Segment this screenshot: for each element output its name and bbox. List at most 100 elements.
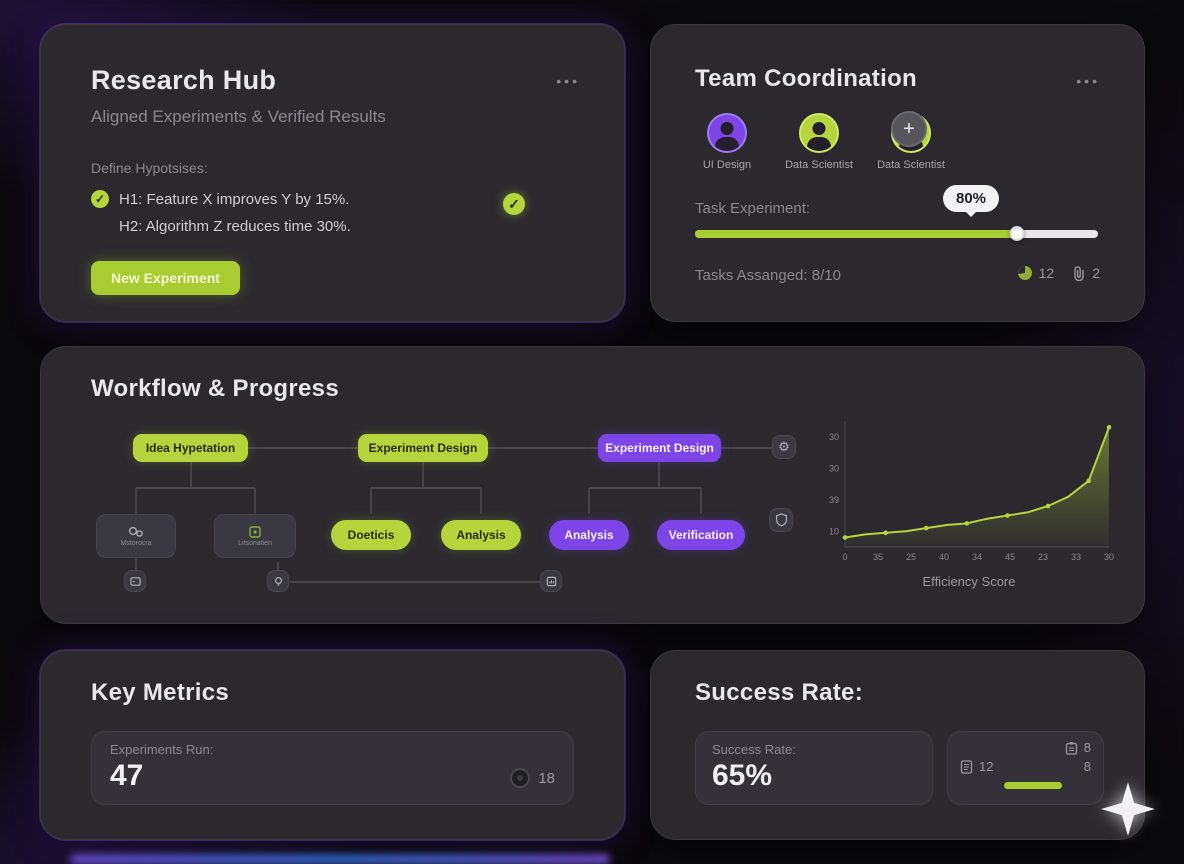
node-verification[interactable]: Verification bbox=[657, 520, 745, 550]
research-hub-title: Research Hub bbox=[91, 65, 277, 95]
svg-text:10: 10 bbox=[829, 526, 839, 536]
experiments-run-value: 47 bbox=[110, 759, 144, 792]
svg-text:40: 40 bbox=[939, 552, 949, 562]
svg-text:30: 30 bbox=[1104, 552, 1114, 562]
success-rate-title: Success Rate: bbox=[695, 679, 863, 706]
svg-text:33: 33 bbox=[1071, 552, 1081, 562]
tasks-assigned-label: Tasks Assanged: 8/10 bbox=[695, 267, 841, 284]
node-label: Litsonatien bbox=[238, 539, 272, 547]
hypothesis-1-text: H1: Feature X improves Y by 15%. bbox=[119, 190, 350, 208]
team-coordination-card: Team Coordination ••• UI Design Data Sci… bbox=[650, 24, 1145, 322]
doc-count: 12 bbox=[979, 759, 994, 774]
node-doeticis[interactable]: Doeticis bbox=[331, 520, 411, 550]
hypotheses-heading: Define Hypotsises: bbox=[91, 160, 208, 176]
sparkle-icon bbox=[1101, 782, 1155, 836]
add-member-button[interactable]: + bbox=[891, 111, 927, 147]
node-analysis-2[interactable]: Analysis bbox=[549, 520, 629, 550]
svg-text:34: 34 bbox=[972, 552, 982, 562]
team-menu-button[interactable]: ••• bbox=[1076, 73, 1100, 89]
attachment-stat: 2 bbox=[1072, 265, 1100, 281]
svg-text:23: 23 bbox=[1038, 552, 1048, 562]
workflow-title: Workflow & Progress bbox=[91, 375, 339, 402]
key-metrics-title: Key Metrics bbox=[91, 679, 230, 706]
node-experiment-design-2[interactable]: Experiment Design bbox=[598, 434, 721, 462]
research-menu-button[interactable]: ••• bbox=[556, 73, 580, 89]
clipboard-count: 8 bbox=[1083, 740, 1091, 755]
member-name: UI Design bbox=[702, 159, 752, 171]
workflow-diagram: Idea Hypetation Experiment Design Experi… bbox=[91, 422, 811, 607]
research-hub-card: Research Hub ••• Aligned Experiments & V… bbox=[40, 24, 625, 322]
verified-check-icon: ✓ bbox=[503, 193, 525, 215]
pie-chart-icon bbox=[1017, 266, 1032, 280]
storage-icon[interactable] bbox=[124, 570, 146, 592]
member-ui-design[interactable]: UI Design bbox=[695, 113, 759, 171]
new-experiment-button[interactable]: New Experiment bbox=[91, 261, 240, 295]
task-progress-fill bbox=[695, 230, 1018, 238]
document-icon bbox=[960, 759, 973, 774]
paperclip-icon bbox=[1074, 265, 1084, 281]
progress-tooltip: 80% bbox=[943, 185, 1000, 212]
clipboard-icon bbox=[1065, 741, 1077, 755]
gear-icon[interactable]: ⚙ bbox=[772, 435, 796, 459]
svg-text:30: 30 bbox=[829, 432, 839, 442]
shield-icon[interactable] bbox=[769, 508, 793, 532]
doc-stat: 12 8 bbox=[960, 759, 1091, 774]
check-icon: ✓ bbox=[91, 190, 109, 208]
idea-icon[interactable] bbox=[267, 570, 289, 592]
svg-text:39: 39 bbox=[829, 495, 839, 505]
clipboard-stat: 8 bbox=[960, 740, 1091, 755]
member-name: Data Scientist bbox=[877, 159, 945, 171]
success-rate-label: Success Rate: bbox=[712, 742, 796, 757]
node-label: Mstorocra bbox=[120, 539, 152, 547]
svg-text:25: 25 bbox=[906, 552, 916, 562]
node-analysis-1[interactable]: Analysis bbox=[441, 520, 521, 550]
task-progress-thumb[interactable] bbox=[1009, 226, 1025, 241]
metric-badge: 18 bbox=[510, 768, 555, 788]
success-rate-value: 65% bbox=[712, 759, 773, 792]
report-glyph bbox=[546, 576, 556, 586]
success-stats-panel: 8 12 8 bbox=[947, 731, 1104, 805]
efficiency-chart-svg: 30 30 39 10 0 35 25 40 34 45 23 33 30 bbox=[829, 421, 1114, 562]
report-icon[interactable] bbox=[540, 570, 562, 592]
node-gray-2[interactable]: Litsonatien bbox=[214, 514, 296, 558]
member-data-scientist-1[interactable]: Data Scientist bbox=[785, 113, 853, 171]
research-subtitle: Aligned Experiments & Verified Results bbox=[91, 107, 386, 126]
avatar bbox=[799, 113, 839, 153]
node-idea-hypetation[interactable]: Idea Hypetation bbox=[133, 434, 248, 462]
team-title: Team Coordination bbox=[695, 65, 917, 92]
svg-text:45: 45 bbox=[1005, 552, 1015, 562]
hypothesis-row-2: H2: Algorithm Z reduces time 30%. bbox=[119, 218, 351, 235]
node-gray-1[interactable]: Mstorocra bbox=[96, 514, 176, 558]
pie-stat: 12 bbox=[1017, 265, 1055, 281]
pie-count: 12 bbox=[1038, 265, 1055, 281]
key-metrics-card: Key Metrics Experiments Run: 47 18 bbox=[40, 650, 625, 840]
success-rate-panel: Success Rate: 65% bbox=[695, 731, 933, 805]
attachment-count: 2 bbox=[1092, 265, 1100, 281]
efficiency-chart: 30 30 39 10 0 35 25 40 34 45 23 33 30 Efficiency Sco… bbox=[819, 413, 1119, 591]
storage-glyph bbox=[129, 576, 141, 586]
task-experiment-label: Task Experiment: bbox=[695, 200, 811, 217]
gears-icon bbox=[128, 526, 143, 537]
member-name: Data Scientist bbox=[785, 159, 853, 171]
svg-text:35: 35 bbox=[873, 552, 883, 562]
team-stats: 12 2 bbox=[1017, 265, 1100, 281]
success-rate-card: Success Rate: Success Rate: 65% 8 bbox=[650, 650, 1145, 840]
experiments-run-label: Experiments Run: bbox=[110, 742, 214, 757]
secondary-count: 8 bbox=[1083, 759, 1091, 774]
badge-count: 18 bbox=[538, 769, 555, 787]
box-icon bbox=[249, 525, 261, 538]
task-progress-bar[interactable] bbox=[695, 226, 1098, 241]
node-experiment-design-1[interactable]: Experiment Design bbox=[358, 434, 488, 462]
donut-icon bbox=[510, 768, 531, 788]
flow-connectors bbox=[135, 447, 772, 583]
workflow-card: Workflow & Progress Idea Hypetation Expe… bbox=[40, 346, 1145, 624]
mini-progress-bar bbox=[1004, 782, 1062, 789]
experiments-panel: Experiments Run: 47 18 bbox=[91, 731, 574, 805]
bottom-glow-decoration bbox=[70, 854, 610, 864]
avatar bbox=[707, 113, 747, 153]
chart-title: Efficiency Score bbox=[922, 574, 1016, 589]
svg-text:30: 30 bbox=[829, 463, 839, 473]
hypothesis-row-1: ✓ H1: Feature X improves Y by 15%. bbox=[91, 190, 349, 208]
svg-text:0: 0 bbox=[842, 552, 847, 562]
